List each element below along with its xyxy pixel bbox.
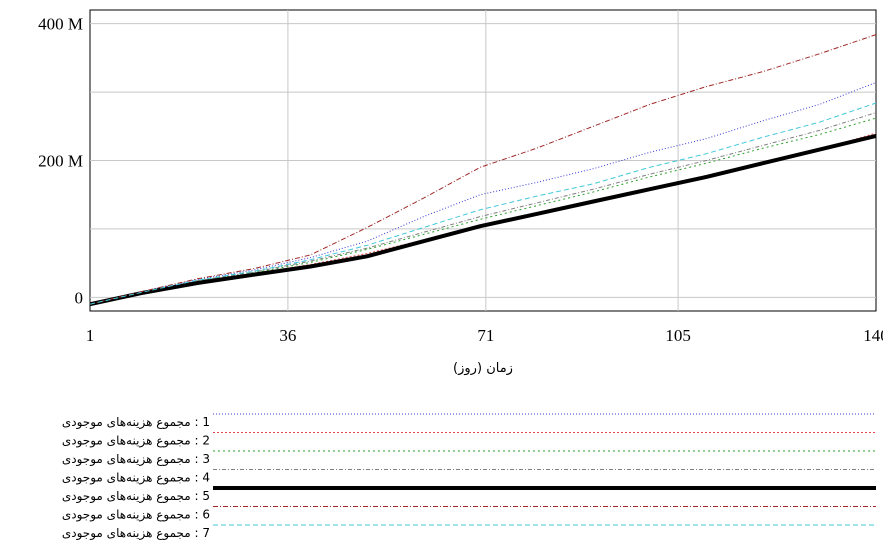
series-lines <box>89 34 877 307</box>
legend-label-6: 6 : مجموع هزینه‌های موجودی <box>62 508 210 523</box>
legend: 1 : مجموع هزینه‌های موجودی 2 : مجموع هزین… <box>62 413 876 541</box>
axes: 1 36 71 105 140 0 200 M 400 M <box>38 15 883 345</box>
legend-label-3: 3 : مجموع هزینه‌های موجودی <box>62 452 210 467</box>
x-tick-label: 105 <box>665 326 691 345</box>
legend-label-2: 2 : مجموع هزینه‌های موجودی <box>62 434 210 449</box>
legend-label-4: 4 : مجموع هزینه‌های موجودی <box>62 471 210 486</box>
legend-label-7: 7 : مجموع هزینه‌های موجودی <box>62 526 210 541</box>
x-tick-label: 71 <box>477 326 494 345</box>
legend-label-1: 1 : مجموع هزینه‌های موجودی <box>62 415 210 430</box>
series-line-4 <box>89 112 877 305</box>
series-line-6 <box>89 34 877 305</box>
x-tick-label: 1 <box>86 326 95 345</box>
x-tick-label: 36 <box>279 326 296 345</box>
y-tick-label: 0 <box>75 288 84 307</box>
y-tick-label: 200 M <box>38 152 83 171</box>
series-line-1 <box>89 82 877 305</box>
series-line-3 <box>89 117 877 305</box>
series-line-7 <box>89 102 877 305</box>
y-tick-label: 400 M <box>38 15 83 34</box>
legend-label-5: 5 : مجموع هزینه‌های موجودی <box>62 489 210 504</box>
x-tick-label: 140 <box>863 326 883 345</box>
x-axis-label: (روز) زمان <box>453 361 513 376</box>
series-line-5 <box>89 133 877 307</box>
